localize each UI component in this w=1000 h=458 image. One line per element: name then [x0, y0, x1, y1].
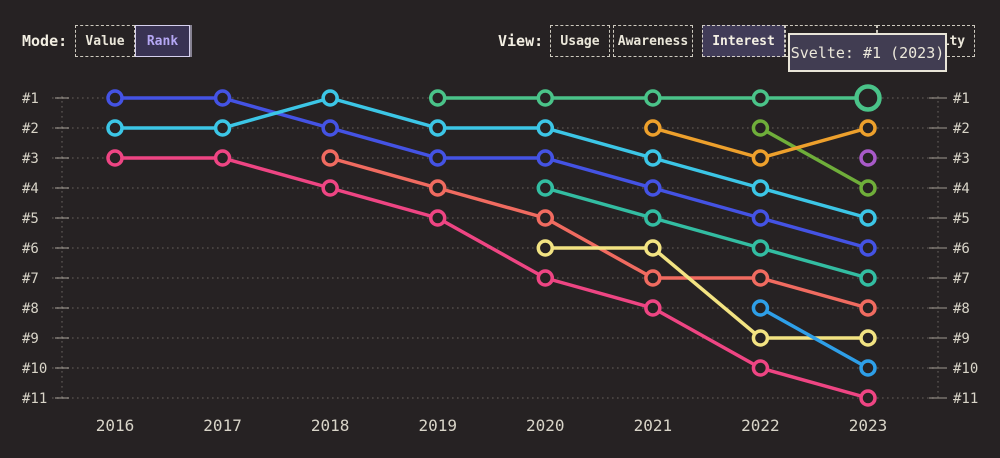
data-point-series-orange-2021[interactable] — [644, 119, 662, 137]
data-point-series-pink-2021[interactable] — [644, 299, 662, 317]
year-label: 2017 — [203, 416, 242, 435]
rank-label-right: #6 — [953, 241, 970, 257]
data-point-series-yellow-2021[interactable] — [644, 239, 662, 257]
rank-label-left: #4 — [22, 181, 39, 197]
data-point-series-teal-2021[interactable] — [644, 209, 662, 227]
data-point-series-blue-2017[interactable] — [213, 89, 232, 107]
data-point-series-blue-2018[interactable] — [321, 119, 339, 137]
data-point-series-pink-2023[interactable] — [859, 389, 877, 407]
data-point-series-salmon-2022[interactable] — [751, 269, 770, 287]
series-line-series-salmon — [328, 156, 870, 310]
data-point-series-cyan-2022[interactable] — [751, 179, 770, 197]
data-point-series-lightgreen-2022[interactable] — [751, 119, 770, 137]
data-point-series-teal-2020[interactable] — [536, 179, 555, 197]
data-point-series-blue-2023[interactable] — [859, 239, 877, 257]
rank-label-left: #1 — [22, 91, 39, 107]
view-button-usage[interactable]: Usage — [550, 25, 610, 57]
year-label: 2016 — [96, 416, 135, 435]
rank-label-left: #8 — [22, 301, 39, 317]
rank-label-right: #4 — [953, 181, 970, 197]
rank-label-left: #10 — [22, 361, 47, 377]
series-line-series-lightblue — [758, 306, 870, 370]
rank-label-left: #9 — [22, 331, 39, 347]
rank-label-right: #3 — [953, 151, 970, 167]
data-point-series-cyan-2021[interactable] — [644, 149, 662, 167]
data-point-series-orange-2023[interactable] — [859, 119, 877, 137]
data-point-series-pink-2022[interactable] — [751, 359, 770, 377]
data-point-series-blue-2022[interactable] — [751, 209, 770, 227]
data-point-series-salmon-2021[interactable] — [644, 269, 662, 287]
data-point-Svelte-2021[interactable] — [644, 89, 662, 107]
data-point-series-cyan-2020[interactable] — [536, 119, 555, 137]
data-point-Svelte-2019[interactable] — [428, 89, 447, 107]
data-point-series-lightgreen-2023[interactable] — [859, 179, 877, 197]
data-point-series-blue-2016[interactable] — [106, 89, 124, 107]
rank-label-left: #3 — [22, 151, 39, 167]
data-point-series-blue-2019[interactable] — [428, 149, 447, 167]
data-point-series-pink-2018[interactable] — [321, 179, 339, 197]
data-point-series-orange-2022[interactable] — [751, 149, 770, 167]
data-point-series-salmon-2023[interactable] — [859, 299, 877, 317]
rank-label-left: #6 — [22, 241, 39, 257]
data-point-series-cyan-2023[interactable] — [859, 209, 877, 227]
data-point-series-salmon-2018[interactable] — [321, 149, 339, 167]
rank-label-left: #2 — [22, 121, 39, 137]
mode-button-value[interactable]: Value — [75, 25, 135, 57]
series-line-series-cyan — [113, 96, 870, 220]
data-point-series-pink-2016[interactable] — [106, 149, 124, 167]
data-point-series-lightblue-2023[interactable] — [859, 359, 877, 377]
data-point-series-cyan-2016[interactable] — [106, 119, 124, 137]
data-point-series-yellow-2023[interactable] — [859, 329, 877, 347]
rank-label-right: #8 — [953, 301, 970, 317]
data-point-series-lightblue-2022[interactable] — [751, 299, 770, 317]
data-point-series-cyan-2017[interactable] — [213, 119, 232, 137]
highlighted-data-point-Svelte-2023[interactable] — [854, 84, 882, 112]
data-point-series-purple-2023[interactable] — [859, 149, 877, 167]
chart-tooltip: Svelte: #1 (2023) — [788, 33, 947, 72]
rank-label-right: #2 — [953, 121, 970, 137]
year-label: 2020 — [526, 416, 565, 435]
rank-label-right: #7 — [953, 271, 970, 287]
series-line-series-pink — [113, 156, 870, 400]
rank-label-right: #10 — [953, 361, 978, 377]
year-label: 2019 — [418, 416, 457, 435]
data-point-series-salmon-2020[interactable] — [536, 209, 555, 227]
data-point-series-cyan-2019[interactable] — [428, 119, 447, 137]
data-point-series-pink-2017[interactable] — [213, 149, 232, 167]
mode-label: Mode: — [22, 32, 68, 50]
data-point-series-pink-2020[interactable] — [536, 269, 555, 287]
data-point-series-teal-2022[interactable] — [751, 239, 770, 257]
data-point-series-blue-2021[interactable] — [644, 179, 662, 197]
year-label: 2023 — [849, 416, 888, 435]
view-button-awareness[interactable]: Awareness — [613, 25, 693, 57]
data-point-series-salmon-2019[interactable] — [428, 179, 447, 197]
rank-label-left: #11 — [22, 391, 47, 407]
data-point-series-yellow-2020[interactable] — [536, 239, 555, 257]
series-line-series-lightgreen — [758, 126, 870, 190]
data-point-series-blue-2020[interactable] — [536, 149, 555, 167]
data-point-Svelte-2022[interactable] — [751, 89, 770, 107]
series-line-series-blue — [113, 96, 870, 250]
data-point-series-teal-2023[interactable] — [859, 269, 877, 287]
year-label: 2018 — [311, 416, 350, 435]
data-point-series-cyan-2018[interactable] — [321, 89, 339, 107]
rank-label-right: #9 — [953, 331, 970, 347]
mode-button-rank[interactable]: Rank — [135, 25, 190, 57]
rank-label-right: #1 — [953, 91, 970, 107]
data-point-Svelte-2020[interactable] — [536, 89, 555, 107]
year-label: 2022 — [741, 416, 780, 435]
rank-label-left: #7 — [22, 271, 39, 287]
rank-label-right: #5 — [953, 211, 970, 227]
view-label: View: — [498, 32, 544, 50]
series-line-series-teal — [543, 186, 870, 280]
year-label: 2021 — [634, 416, 673, 435]
rank-label-left: #5 — [22, 211, 39, 227]
data-point-series-yellow-2022[interactable] — [751, 329, 770, 347]
data-point-series-pink-2019[interactable] — [428, 209, 447, 227]
rank-label-right: #11 — [953, 391, 978, 407]
view-button-interest[interactable]: Interest — [702, 25, 785, 57]
